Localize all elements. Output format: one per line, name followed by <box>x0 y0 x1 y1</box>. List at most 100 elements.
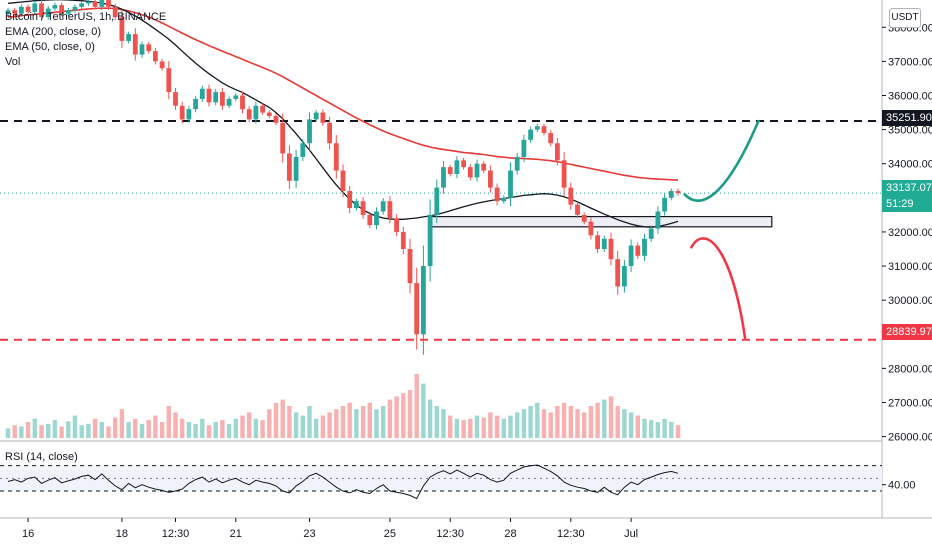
volume-bar <box>340 406 346 438</box>
volume-bar <box>595 402 600 438</box>
volume-bar <box>468 418 473 438</box>
candle-body <box>246 109 252 120</box>
candle-body <box>139 44 145 55</box>
volume-bar <box>561 402 567 438</box>
candle-body <box>266 112 272 116</box>
candle-body <box>534 126 540 130</box>
candle-body <box>193 98 198 110</box>
candle-body <box>32 3 38 12</box>
candle-body <box>300 143 306 157</box>
candle-body <box>119 17 125 41</box>
volume-bar <box>669 422 674 438</box>
volume-bar <box>642 418 647 438</box>
candle-body <box>5 10 11 14</box>
volume-bar <box>206 425 212 438</box>
volume-bar <box>407 390 413 438</box>
time-tick-label: 23 <box>303 528 315 540</box>
volume-bar <box>602 399 607 438</box>
volume-legend[interactable]: Vol <box>5 56 21 68</box>
candle-body <box>19 6 24 14</box>
candle-body <box>132 34 138 55</box>
candle-body <box>628 245 634 267</box>
candle-body <box>648 228 654 239</box>
price-tick-label: 34000.00 <box>888 159 932 171</box>
candle-body <box>213 92 219 103</box>
time-tick-label: 25 <box>384 528 396 540</box>
currency-button[interactable]: USDT <box>889 8 921 28</box>
candle-body <box>72 6 78 11</box>
volume-bar <box>293 412 299 438</box>
volume-bar <box>381 406 386 438</box>
candle-body <box>333 143 339 171</box>
volume-bar <box>19 426 24 438</box>
ema50-legend[interactable]: EMA (50, close, 0) <box>5 41 95 53</box>
candle-body <box>608 238 614 260</box>
candle-body <box>521 139 527 157</box>
volume-bar <box>501 418 506 438</box>
volume-bar <box>200 418 205 438</box>
volume-bar <box>521 409 527 438</box>
time-tick-label: 12:30 <box>162 528 190 540</box>
bullish-projection-path <box>683 119 760 202</box>
volume-bar <box>541 409 547 438</box>
price-tick-label: 32000.00 <box>888 227 932 239</box>
candle-body <box>186 109 192 120</box>
price-tick-label: 30000.00 <box>888 295 932 307</box>
candle-body <box>548 133 554 144</box>
volume-bar <box>555 406 560 438</box>
ema200-legend[interactable]: EMA (200, close, 0) <box>5 26 101 38</box>
volume-bar <box>360 406 366 438</box>
chart-title[interactable]: Bitcoin / TetherUS, 1h, BINANCE <box>5 11 167 23</box>
candle-body <box>668 191 674 198</box>
candle-body <box>327 122 332 144</box>
candle-body <box>595 235 600 249</box>
volume-bar <box>59 426 64 438</box>
volume-bar <box>414 374 419 438</box>
volume-bar <box>461 420 466 438</box>
bearish-projection-path <box>690 237 747 339</box>
volume-bar <box>86 423 91 438</box>
volume-bar <box>320 415 326 438</box>
volume-bar <box>582 412 587 438</box>
candle-body <box>106 0 111 7</box>
volume-bar <box>159 422 165 438</box>
time-tick-label: 12:30 <box>436 528 464 540</box>
candle-body <box>561 160 567 188</box>
volume-bar <box>247 412 252 438</box>
volume-bar <box>347 402 352 438</box>
rsi-legend[interactable]: RSI (14, close) <box>5 451 78 463</box>
candle-body <box>126 34 131 41</box>
volume-bar <box>273 402 279 438</box>
candle-body <box>226 98 232 106</box>
volume-bar <box>434 406 439 438</box>
candle-body <box>166 68 172 93</box>
candle-body <box>407 248 413 284</box>
volume-bar <box>615 406 620 438</box>
candle-body <box>112 6 118 18</box>
volume-bar <box>52 420 58 438</box>
candle-body <box>675 191 681 194</box>
volume-bar <box>515 412 520 438</box>
price-tick-label: 36000.00 <box>888 91 932 103</box>
volume-bar <box>5 428 11 438</box>
candle-body <box>199 88 205 99</box>
volume-bar <box>401 393 406 438</box>
volume-bar <box>226 423 232 438</box>
volume-bar <box>153 415 158 438</box>
volume-bar <box>327 412 332 438</box>
candle-body <box>293 156 299 181</box>
candle-body <box>394 218 399 232</box>
candle-body <box>173 92 178 106</box>
candle-body <box>481 163 487 171</box>
candle-body <box>635 245 641 256</box>
candle-body <box>374 211 379 226</box>
candle-body <box>474 163 480 178</box>
volume-bar <box>662 418 667 438</box>
candle-body <box>273 115 279 123</box>
candle-body <box>662 197 667 212</box>
volume-bar <box>367 402 372 438</box>
volume-bar <box>106 426 111 438</box>
support-zone-box <box>429 215 773 228</box>
